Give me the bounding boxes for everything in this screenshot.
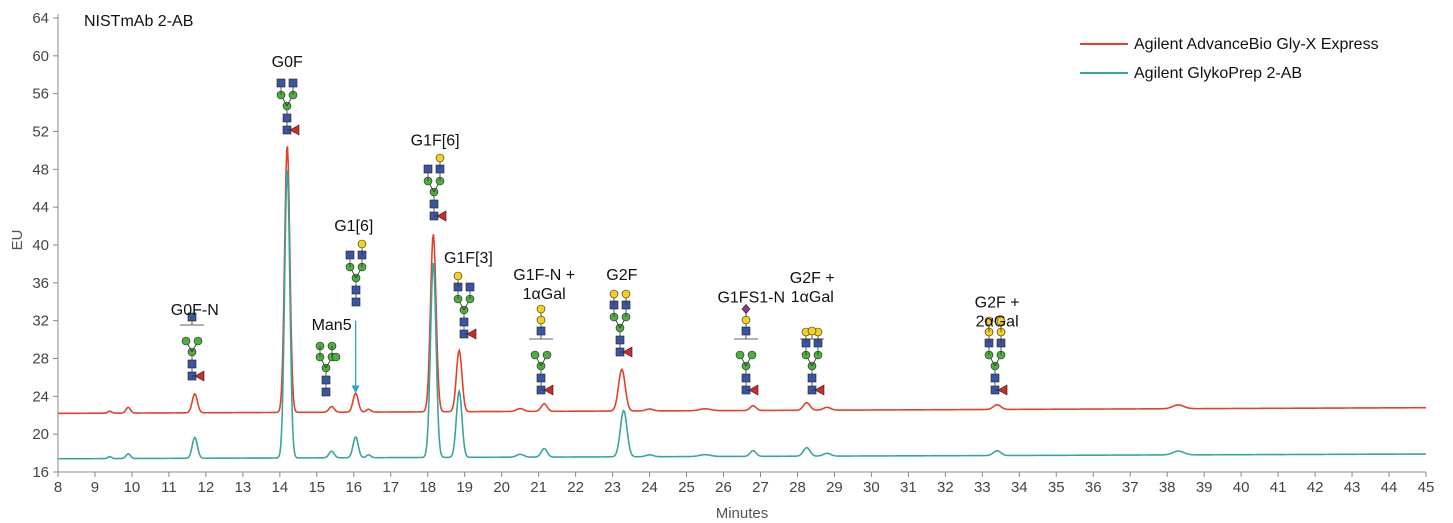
- x-tick-label: 39: [1196, 479, 1213, 496]
- x-tick-label: 19: [456, 479, 473, 496]
- peak-label: G1F-N +1αGal: [513, 267, 575, 303]
- y-tick-label: 48: [32, 161, 49, 178]
- glycan-g2f-2agal: [984, 316, 1008, 396]
- axes: [57, 14, 1426, 473]
- x-tick-label: 26: [715, 479, 732, 496]
- y-tick-label: 40: [32, 237, 49, 254]
- x-tick-label: 21: [530, 479, 547, 496]
- y-tick-label: 16: [32, 464, 49, 481]
- x-tick-label: 15: [308, 479, 325, 496]
- x-tick-label: 20: [493, 479, 510, 496]
- y-tick-label: 56: [32, 86, 49, 103]
- legend: Agilent AdvanceBio Gly-X Express Agilent …: [1080, 36, 1379, 82]
- x-tick-label: 45: [1418, 479, 1435, 496]
- x-tick-label: 27: [752, 479, 769, 496]
- x-tick-label: 37: [1122, 479, 1139, 496]
- y-tick-label: 24: [32, 388, 49, 405]
- x-tick-label: 22: [567, 479, 584, 496]
- x-tick-label: 14: [271, 479, 288, 496]
- x-tick-label: 30: [863, 479, 880, 496]
- glycan-g1-6: [345, 239, 367, 307]
- peak-label: G0F: [272, 54, 303, 71]
- x-tick-label: 18: [419, 479, 436, 496]
- peak-label: G1[6]: [334, 218, 373, 235]
- y-axis-ticks: 16 20 24 28 32 36 40 44 48 52 56 60 64: [32, 10, 58, 481]
- peak-label: G1F[6]: [411, 133, 460, 150]
- series-line-1: [58, 146, 1427, 415]
- x-tick-label: 12: [198, 479, 215, 496]
- y-tick-label: 44: [32, 199, 49, 216]
- peak-label: Man5: [312, 317, 352, 334]
- x-tick-label: 41: [1270, 479, 1287, 496]
- x-tick-label: 25: [678, 479, 695, 496]
- glycan-g1f-n-1agal: [529, 304, 554, 396]
- x-tick-label: 16: [345, 479, 362, 496]
- glycan-man5: [315, 341, 341, 397]
- series-lines: [58, 146, 1427, 460]
- glycan-g1fs1-n: [734, 304, 759, 396]
- x-tick-label: 23: [604, 479, 621, 496]
- y-tick-label: 36: [32, 275, 49, 292]
- x-tick-label: 43: [1344, 479, 1361, 496]
- peak-label: G2F: [606, 267, 637, 284]
- y-tick-label: 52: [32, 124, 49, 141]
- x-tick-label: 28: [789, 479, 806, 496]
- y-tick-label: 20: [32, 426, 49, 443]
- x-axis-ticks: 8 9 10 11 12 13 14 15 16 17 18 19 20 21 22 23 24 25 26 27 28…: [54, 472, 1435, 496]
- x-tick-label: 33: [974, 479, 991, 496]
- peak-label: G1F[3]: [444, 250, 493, 267]
- x-tick-label: 31: [900, 479, 917, 496]
- x-tick-label: 34: [1011, 479, 1028, 496]
- legend-label: Agilent GlykoPrep 2-AB: [1134, 65, 1302, 82]
- glycan-g1f-3: [453, 271, 477, 340]
- y-tick-label: 64: [32, 10, 49, 27]
- x-tick-label: 40: [1233, 479, 1250, 496]
- y-tick-label: 32: [32, 313, 49, 330]
- y-tick-label: 28: [32, 351, 49, 368]
- peak-label: G2F +2αGal: [975, 294, 1020, 330]
- glycan-g2f: [609, 289, 633, 358]
- glycan-g2f-1agal: [800, 326, 825, 396]
- x-axis-title: Minutes: [716, 505, 769, 522]
- x-tick-label: 17: [382, 479, 399, 496]
- x-tick-label: 9: [91, 479, 99, 496]
- x-tick-label: 32: [937, 479, 954, 496]
- peak-annotations: G0F-N G0F Man5 G1[6] G1F[6] G1F[3] G1F-N +1αGa…: [171, 54, 1020, 394]
- legend-label: Agilent AdvanceBio Gly-X Express: [1134, 36, 1379, 53]
- peak-label: G1FS1-N: [717, 290, 785, 307]
- y-tick-label: 60: [32, 48, 49, 65]
- x-tick-label: 8: [54, 479, 62, 496]
- annotation-arrowhead: [351, 385, 360, 394]
- peak-label: G0F-N: [171, 302, 219, 319]
- x-tick-label: 42: [1307, 479, 1324, 496]
- glycan-g0f-n: [180, 312, 205, 382]
- x-tick-label: 24: [641, 479, 658, 496]
- x-tick-label: 13: [235, 479, 252, 496]
- glycan-structures: [180, 78, 1008, 397]
- x-tick-label: 11: [161, 479, 177, 496]
- y-axis-title: EU: [9, 230, 26, 251]
- x-tick-label: 38: [1159, 479, 1176, 496]
- x-tick-label: 44: [1381, 479, 1398, 496]
- x-tick-label: 29: [826, 479, 843, 496]
- glycan-g0f: [276, 78, 300, 136]
- peak-label: G2F +1αGal: [790, 270, 835, 306]
- chart-title: NISTmAb 2-AB: [84, 13, 193, 30]
- x-tick-label: 35: [1048, 479, 1065, 496]
- series-line-2: [58, 170, 1426, 460]
- x-tick-label: 36: [1085, 479, 1102, 496]
- glycan-g1f-6: [423, 153, 447, 222]
- x-tick-label: 10: [124, 479, 141, 496]
